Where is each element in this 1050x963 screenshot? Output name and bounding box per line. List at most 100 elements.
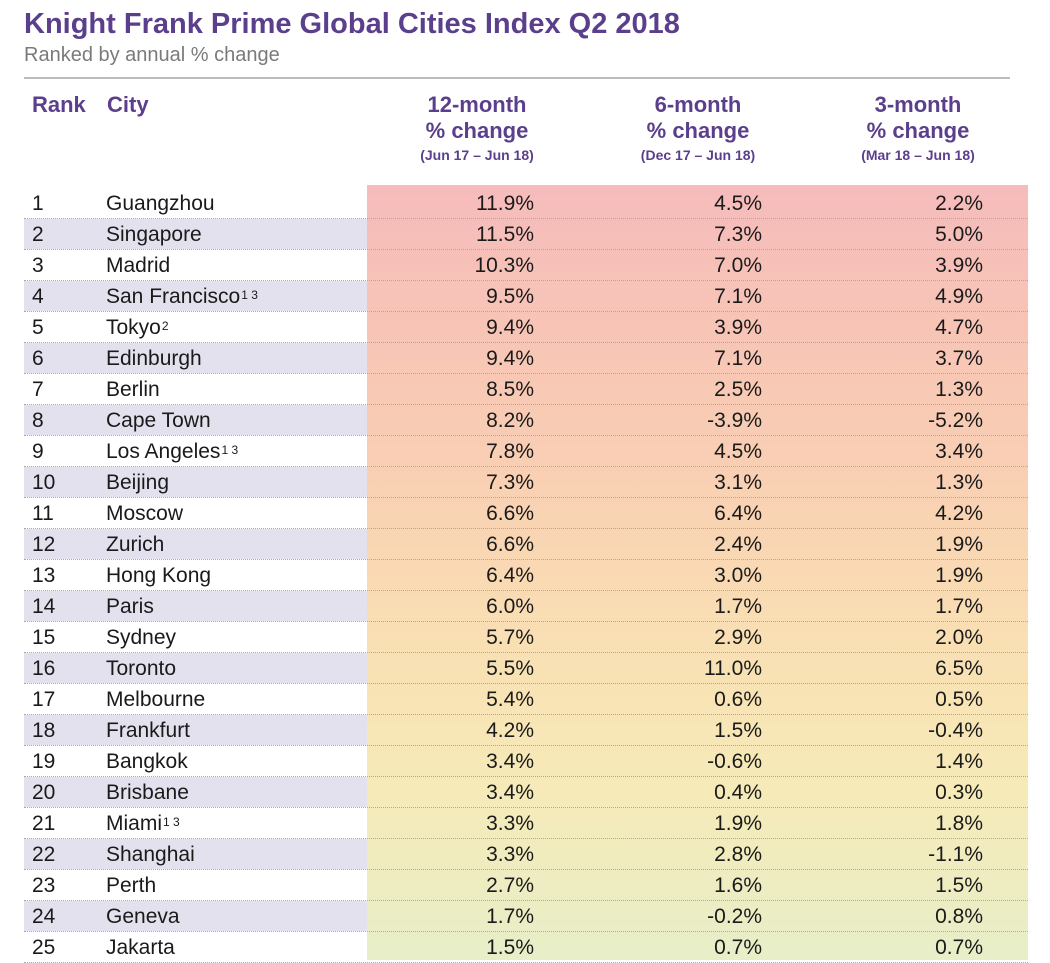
rank-cell: 23	[32, 874, 56, 897]
city-name: Cape Town	[106, 409, 211, 432]
city-cell: Sydney	[106, 625, 176, 651]
value-12-month: 3.3%	[486, 843, 534, 866]
value-3-month: 3.9%	[935, 254, 983, 277]
row-divider	[24, 404, 1028, 405]
city-cell: Toronto	[106, 656, 176, 682]
city-name: Geneva	[106, 905, 180, 928]
row-divider	[24, 714, 1028, 715]
value-6-month: 1.5%	[714, 719, 762, 742]
table-row: 4 San Francisco1 3 9.5% 7.1% 4.9%	[24, 281, 1028, 312]
table-row: 20 Brisbane 3.4% 0.4% 0.3%	[24, 777, 1028, 808]
table-row: 9 Los Angeles1 3 7.8% 4.5% 3.4%	[24, 436, 1028, 467]
value-3-month: 0.8%	[935, 905, 983, 928]
rank-cell: 10	[32, 471, 56, 494]
row-divider	[24, 745, 1028, 746]
row-divider	[24, 838, 1028, 839]
value-3-month: 1.9%	[935, 564, 983, 587]
value-6-month: 2.9%	[714, 626, 762, 649]
rank-cell: 25	[32, 936, 56, 959]
city-cell: Bangkok	[106, 749, 188, 775]
value-6-month: 4.5%	[714, 440, 762, 463]
city-name: Guangzhou	[106, 192, 215, 215]
city-name: Bangkok	[106, 750, 188, 773]
rank-cell: 3	[32, 254, 44, 277]
value-12-month: 6.6%	[486, 533, 534, 556]
value-12-month: 9.4%	[486, 316, 534, 339]
column-header-12-month-label: 12-month	[427, 92, 527, 117]
city-cell: Berlin	[106, 377, 160, 403]
city-cell: Edinburgh	[106, 346, 202, 372]
city-name: Miami	[106, 812, 162, 835]
row-divider	[24, 373, 1028, 374]
row-band	[24, 653, 367, 683]
table-row: 19 Bangkok 3.4% -0.6% 1.4%	[24, 746, 1028, 777]
value-3-month: 6.5%	[935, 657, 983, 680]
city-name: Tokyo	[106, 316, 161, 339]
row-divider	[24, 590, 1028, 591]
value-3-month: 4.7%	[935, 316, 983, 339]
rank-cell: 16	[32, 657, 56, 680]
value-12-month: 1.5%	[486, 936, 534, 959]
city-name: Shanghai	[106, 843, 195, 866]
city-name: Paris	[106, 595, 154, 618]
table-row: 2 Singapore 11.5% 7.3% 5.0%	[24, 219, 1028, 250]
value-3-month: 4.2%	[935, 502, 983, 525]
rank-cell: 17	[32, 688, 56, 711]
value-6-month: 0.4%	[714, 781, 762, 804]
row-band	[24, 219, 367, 249]
city-name: Berlin	[106, 378, 160, 401]
table-row: 17 Melbourne 5.4% 0.6% 0.5%	[24, 684, 1028, 715]
city-cell: Hong Kong	[106, 563, 211, 589]
value-12-month: 6.0%	[486, 595, 534, 618]
rank-cell: 6	[32, 347, 44, 370]
value-3-month: 0.3%	[935, 781, 983, 804]
row-divider	[24, 652, 1028, 653]
city-cell: Guangzhou	[106, 191, 215, 217]
row-band	[24, 901, 367, 931]
value-3-month: 4.9%	[935, 285, 983, 308]
value-3-month: 1.5%	[935, 874, 983, 897]
value-3-month: 1.9%	[935, 533, 983, 556]
rank-cell: 9	[32, 440, 44, 463]
value-12-month: 4.2%	[486, 719, 534, 742]
value-3-month: 1.3%	[935, 378, 983, 401]
table-row: 1 Guangzhou 11.9% 4.5% 2.2%	[24, 188, 1028, 219]
row-divider	[24, 342, 1028, 343]
row-band	[24, 932, 367, 962]
rank-cell: 15	[32, 626, 56, 649]
value-6-month: 11.0%	[704, 657, 762, 680]
value-6-month: 1.7%	[714, 595, 762, 618]
row-band	[24, 746, 367, 776]
value-6-month: 0.7%	[714, 936, 762, 959]
value-12-month: 2.7%	[486, 874, 534, 897]
table-row: 25 Jakarta 1.5% 0.7% 0.7%	[24, 932, 1028, 963]
row-divider	[24, 218, 1028, 219]
value-12-month: 8.5%	[486, 378, 534, 401]
row-band	[24, 808, 367, 838]
value-3-month: 0.5%	[935, 688, 983, 711]
row-divider	[24, 528, 1028, 529]
rank-cell: 12	[32, 533, 56, 556]
value-12-month: 11.9%	[476, 192, 534, 215]
table-row: 21 Miami1 3 3.3% 1.9% 1.8%	[24, 808, 1028, 839]
value-6-month: 7.3%	[714, 223, 762, 246]
city-cell: Shanghai	[106, 842, 195, 868]
table-row: 12 Zurich 6.6% 2.4% 1.9%	[24, 529, 1028, 560]
city-cell: Perth	[106, 873, 156, 899]
column-header-6-month-period: (Dec 17 – Jun 18)	[640, 147, 756, 163]
value-12-month: 3.3%	[486, 812, 534, 835]
table-row: 8 Cape Town 8.2% -3.9% -5.2%	[24, 405, 1028, 436]
value-3-month: 2.2%	[935, 192, 983, 215]
value-3-month: 1.3%	[935, 471, 983, 494]
table-row: 7 Berlin 8.5% 2.5% 1.3%	[24, 374, 1028, 405]
row-divider	[24, 900, 1028, 901]
rank-cell: 5	[32, 316, 44, 339]
value-6-month: -0.2%	[707, 905, 762, 928]
row-divider	[24, 621, 1028, 622]
footnote-marker: 2	[161, 319, 169, 333]
table-row: 14 Paris 6.0% 1.7% 1.7%	[24, 591, 1028, 622]
city-name: Hong Kong	[106, 564, 212, 587]
city-cell: Miami1 3	[106, 811, 180, 837]
row-divider	[24, 466, 1028, 467]
column-header-6-month-label2: % change	[646, 118, 750, 143]
